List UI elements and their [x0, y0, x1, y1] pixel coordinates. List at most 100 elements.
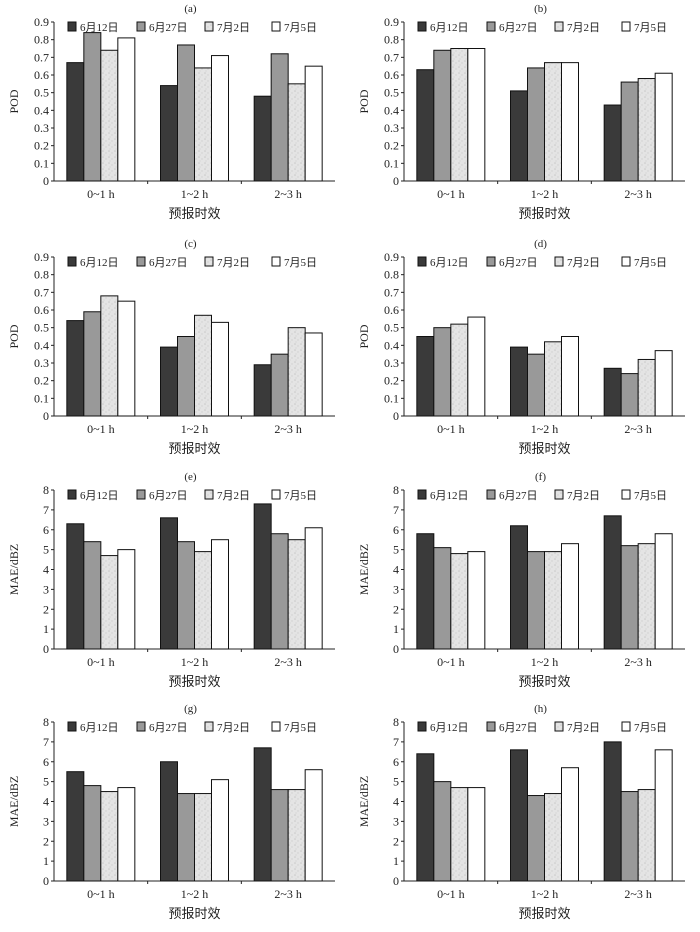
x-tick-label: 1~2 h — [531, 887, 559, 901]
legend-swatch — [204, 21, 214, 32]
bar — [211, 321, 229, 417]
bar — [654, 350, 673, 417]
chart-svg: (f) 0 1 2 3 4 5 6 7 8 MAE/dBZ 0~1 h 1~2 h 2~3 h 预报时效 6月… — [357, 471, 685, 689]
y-tick-label: 0.7 — [34, 50, 49, 64]
legend-label: 7月5日 — [284, 490, 317, 502]
chart-svg: (b) 0 0.1 0.2 0.3 0.4 0.5 0.6 0.7 0.8 0.9 POD 0~1 h 1… — [357, 3, 685, 221]
x-axis-label: 预报时效 — [518, 441, 570, 456]
legend-label: 7月2日 — [567, 22, 600, 34]
legend-swatch — [621, 21, 631, 32]
bar — [194, 67, 212, 182]
y-tick-label: 2 — [43, 834, 49, 848]
x-axis-label: 预报时效 — [168, 674, 220, 689]
legend-label: 7月5日 — [284, 257, 317, 269]
x-tick-label: 1~2 h — [181, 655, 209, 669]
y-axis-label: POD — [357, 89, 371, 113]
y-tick-label: 3 — [43, 582, 49, 596]
panel-label: (a) — [184, 3, 197, 15]
x-tick-label: 1~2 h — [181, 887, 209, 901]
bar — [416, 753, 435, 882]
legend-swatch — [417, 256, 427, 267]
x-tick-label: 2~3 h — [624, 187, 652, 201]
bar — [117, 787, 136, 882]
x-tick-label: 1~2 h — [531, 187, 559, 201]
legend-swatch — [417, 489, 427, 500]
legend-label: 6月27日 — [499, 257, 538, 269]
bar — [194, 314, 212, 417]
legend-label: 6月27日 — [499, 22, 538, 34]
y-tick-label: 0.8 — [384, 268, 399, 282]
legend-label: 7月2日 — [217, 22, 250, 34]
legend-label: 7月5日 — [634, 722, 667, 734]
bar — [66, 771, 85, 882]
bar — [160, 85, 178, 182]
bar — [194, 793, 212, 882]
y-tick-label: 0 — [43, 174, 49, 188]
legend-label: 7月2日 — [567, 490, 600, 502]
legend-label: 7月5日 — [284, 722, 317, 734]
legend-swatch — [204, 721, 214, 732]
bar — [433, 327, 452, 417]
bar — [467, 48, 486, 182]
bar — [450, 787, 469, 882]
bar — [66, 62, 85, 182]
chart-svg: (a) 0 0.1 0.2 0.3 0.4 0.5 0.6 0.7 0.8 0.9 POD 0~1 h 1… — [7, 3, 335, 221]
legend-label: 7月5日 — [634, 22, 667, 34]
chart-svg: (c) 0 0.1 0.2 0.3 0.4 0.5 0.6 0.7 0.8 0.9 POD 0~1 h 1… — [7, 238, 335, 456]
legend-swatch — [271, 256, 281, 267]
legend-label: 6月12日 — [430, 257, 469, 269]
legend-label: 7月2日 — [567, 257, 600, 269]
panel-label: (d) — [534, 238, 547, 250]
bar — [270, 533, 289, 650]
x-tick-label: 0~1 h — [437, 887, 465, 901]
y-tick-label: 2 — [43, 602, 49, 616]
panel-label: (h) — [534, 703, 547, 715]
x-tick-label: 1~2 h — [531, 655, 559, 669]
legend-label: 7月2日 — [217, 490, 250, 502]
bar — [510, 749, 528, 882]
y-tick-label: 5 — [43, 543, 49, 557]
chart-panel-d: (d) 0 0.1 0.2 0.3 0.4 0.5 0.6 0.7 0.8 0.9 POD 0~1 h 1… — [350, 235, 700, 467]
legend-swatch — [554, 256, 564, 267]
y-tick-label: 0.6 — [34, 68, 49, 82]
panel-label: (b) — [534, 3, 547, 15]
legend-swatch — [621, 721, 631, 732]
y-tick-label: 0.1 — [34, 156, 49, 170]
legend-swatch — [271, 21, 281, 32]
bar — [253, 95, 272, 182]
y-tick-label: 6 — [393, 755, 399, 769]
x-axis-label: 预报时效 — [518, 206, 570, 221]
y-tick-label: 0.5 — [34, 321, 49, 335]
bar — [253, 503, 272, 650]
bar — [117, 549, 136, 650]
x-tick-label: 2~3 h — [624, 422, 652, 436]
legend-swatch — [204, 489, 214, 500]
bar — [561, 543, 579, 650]
panel-label: (f) — [535, 471, 546, 483]
legend-label: 6月12日 — [430, 722, 469, 734]
legend-swatch — [204, 256, 214, 267]
bar — [287, 789, 306, 882]
bar — [637, 78, 656, 182]
y-tick-label: 0.5 — [34, 86, 49, 100]
bar — [66, 320, 85, 417]
legend-swatch — [486, 721, 496, 732]
legend-label: 6月27日 — [149, 22, 188, 34]
y-axis-label: POD — [357, 324, 371, 348]
bar — [270, 53, 289, 182]
y-tick-label: 1 — [43, 622, 49, 636]
bar — [433, 49, 452, 182]
bar — [527, 353, 545, 417]
bar — [467, 787, 486, 882]
y-tick-label: 8 — [43, 483, 49, 497]
chart-svg: (g) 0 1 2 3 4 5 6 7 8 MAE/dBZ 0~1 h 1~2 h 2~3 h 预报时效 6月… — [7, 703, 335, 921]
legend-swatch — [67, 256, 77, 267]
x-tick-label: 2~3 h — [624, 887, 652, 901]
legend-swatch — [136, 21, 146, 32]
y-axis-label: POD — [7, 324, 21, 348]
y-tick-label: 0 — [393, 409, 399, 423]
bar — [177, 336, 195, 417]
x-tick-label: 2~3 h — [274, 655, 302, 669]
panel-label: (e) — [184, 471, 197, 483]
y-axis-label: MAE/dBZ — [357, 544, 371, 595]
